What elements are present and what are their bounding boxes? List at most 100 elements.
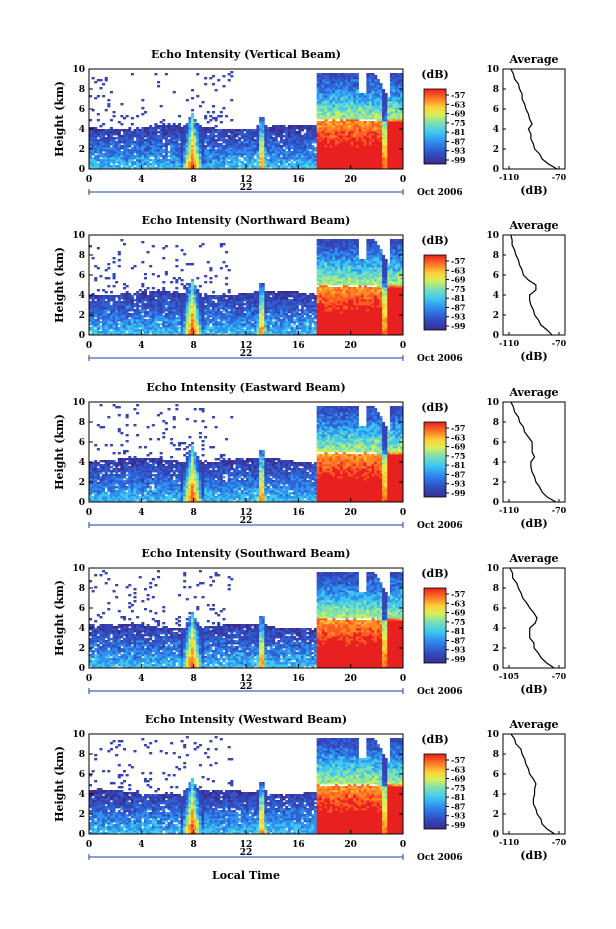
heatmap-cell — [392, 97, 396, 100]
heatmap-cell — [172, 141, 176, 144]
heatmap-cell — [170, 153, 174, 156]
heatmap-cell — [222, 139, 226, 142]
heatmap-cell — [177, 327, 181, 330]
heatmap-cell — [337, 115, 341, 118]
heatmap-cell — [355, 115, 359, 118]
heatmap-cell — [117, 149, 121, 152]
heatmap-cell — [230, 135, 234, 138]
heatmap-cell — [389, 147, 393, 150]
heatmap-cell — [136, 149, 140, 152]
heatmap-cell — [266, 133, 270, 136]
heatmap-cell — [211, 167, 215, 170]
heatmap-cell — [170, 137, 174, 140]
heatmap-cell — [159, 131, 163, 134]
heatmap-cell — [235, 145, 239, 148]
heatmap-cell — [251, 147, 255, 150]
heatmap-cell — [353, 95, 357, 98]
heatmap-cell — [251, 155, 255, 158]
heatmap-cell — [99, 147, 103, 150]
heatmap-cell — [188, 135, 192, 138]
heatmap-cell — [295, 155, 299, 158]
heatmap-cell — [295, 167, 299, 170]
heatmap-cell — [206, 295, 210, 298]
heatmap-cell — [371, 115, 375, 118]
heatmap-cell — [379, 115, 383, 118]
heatmap-cell — [348, 149, 352, 152]
heatmap-cell — [379, 151, 383, 154]
heatmap-cell — [136, 145, 140, 148]
heatmap-cell — [91, 109, 95, 112]
heatmap-cell — [376, 167, 380, 170]
heatmap-cell — [141, 261, 145, 264]
heatmap-cell — [363, 141, 367, 144]
heatmap-cell — [392, 139, 396, 142]
heatmap-cell — [248, 165, 252, 168]
heatmap-cell — [306, 159, 310, 162]
heatmap-cell — [256, 143, 260, 146]
heatmap-cell — [191, 113, 195, 116]
heatmap-cell — [130, 157, 134, 160]
heatmap-cell — [363, 153, 367, 156]
heatmap-cell — [89, 149, 93, 152]
heatmap-cell — [183, 125, 187, 128]
heatmap-cell — [303, 127, 307, 130]
heatmap-cell — [211, 131, 215, 134]
heatmap-cell — [342, 117, 346, 120]
heatmap-cell — [332, 157, 336, 160]
heatmap-cell — [363, 103, 367, 106]
heatmap-cell — [246, 161, 250, 164]
heatmap-cell — [332, 91, 336, 94]
heatmap-cell — [222, 131, 226, 134]
heatmap-cell — [340, 79, 344, 82]
heatmap-cell — [225, 139, 229, 142]
heatmap-cell — [214, 155, 218, 158]
heatmap-cell — [345, 137, 349, 140]
heatmap-cell — [204, 135, 208, 138]
heatmap-cell — [185, 131, 189, 134]
heatmap-cell — [107, 155, 111, 158]
heatmap-cell — [342, 89, 346, 92]
heatmap-cell — [337, 91, 341, 94]
heatmap-cell — [374, 123, 378, 126]
heatmap-cell — [188, 159, 192, 162]
heatmap-cell — [355, 113, 359, 116]
heatmap-cell — [321, 85, 325, 88]
heatmap-cell — [350, 87, 354, 90]
heatmap-cell — [308, 141, 312, 144]
heatmap-cell — [368, 129, 372, 132]
heatmap-cell — [348, 111, 352, 114]
heatmap-cell — [329, 153, 333, 156]
heatmap-cell — [102, 135, 106, 138]
heatmap-cell — [282, 135, 286, 138]
heatmap-cell — [306, 149, 310, 152]
heatmap-cell — [143, 163, 147, 166]
heatmap-cell — [96, 141, 100, 144]
heatmap-cell — [211, 153, 215, 156]
heatmap-cell — [96, 129, 100, 132]
heatmap-cell — [248, 129, 252, 132]
heatmap-cell — [128, 319, 132, 322]
heatmap-cell — [348, 155, 352, 158]
heatmap-cell — [232, 137, 236, 140]
heatmap-cell — [157, 145, 161, 148]
heatmap-cell — [272, 157, 276, 160]
heatmap-cell — [366, 133, 370, 136]
heatmap-cell — [261, 161, 265, 164]
heatmap-cell — [350, 117, 354, 120]
heatmap-cell — [392, 127, 396, 130]
heatmap-cell — [274, 163, 278, 166]
heatmap-cell — [261, 155, 265, 158]
heatmap-cell — [269, 143, 273, 146]
heatmap-cell — [109, 91, 113, 94]
heatmap-cell — [384, 121, 388, 124]
heatmap-cell — [392, 111, 396, 114]
heatmap-cell — [115, 149, 119, 152]
heatmap-cell — [251, 167, 255, 170]
heatmap-cell — [308, 127, 312, 130]
heatmap-cell — [368, 155, 372, 158]
heatmap-cell — [345, 119, 349, 122]
heatmap-cell — [240, 149, 244, 152]
heatmap-cell — [392, 141, 396, 144]
heatmap-cell — [259, 135, 263, 138]
heatmap-cell — [350, 99, 354, 102]
